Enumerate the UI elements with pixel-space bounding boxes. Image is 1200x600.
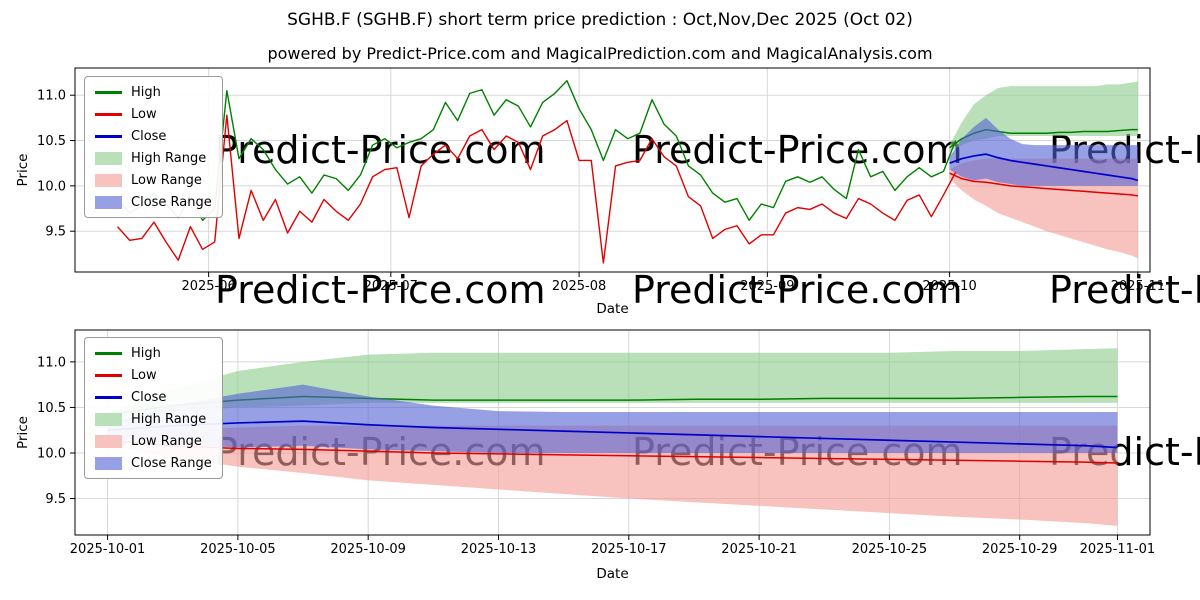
plot-border: [74, 329, 1151, 536]
close-range-swatch: [95, 456, 122, 470]
low-range-swatch: [95, 173, 122, 187]
chart-subtitle: powered by Predict-Price.com and Magical…: [267, 44, 933, 63]
high-swatch: [95, 351, 122, 355]
history-high-line: [116, 79, 957, 222]
legend-label: Low Range: [131, 433, 202, 449]
x-tick-label: 2025-09: [740, 279, 794, 294]
legend-label: Close Range: [131, 455, 212, 471]
y-tick-label: 11.0: [37, 89, 66, 104]
x-tick-label: 2025-10-21: [721, 542, 797, 557]
legend-item-high-range: High Range: [95, 149, 212, 167]
low-swatch: [95, 112, 122, 116]
watermark-text: Predict-Price.com: [215, 128, 546, 172]
legend-item-close-range: Close Range: [95, 193, 212, 211]
low-swatch: [95, 373, 122, 377]
close-swatch: [95, 395, 122, 399]
prediction-close-line: [949, 153, 1139, 182]
close-range-band: [949, 117, 1138, 186]
legend-item-high: High: [95, 83, 212, 101]
legend-label: Close: [131, 128, 167, 144]
legend-label: Low Range: [131, 172, 202, 188]
x-tick-label: 2025-06: [181, 279, 235, 294]
x-tick-label: 2025-08: [552, 279, 606, 294]
legend-item-low-range: Low Range: [95, 171, 212, 189]
axes-price-history-and-prediction: 9.5 10.0 10.5 11.0 2025-06 2025-07 2025-08 2025…: [15, 68, 1165, 317]
x-tick-label: 2025-10-09: [330, 542, 406, 557]
legend-label: Close: [131, 389, 167, 405]
legend-top-chart: High Low Close High Range Low Range Close Ran…: [84, 76, 223, 218]
y-tick-label: 9.5: [45, 492, 66, 507]
chart-title: SGHB.F (SGHB.F) short term price predict…: [287, 10, 913, 30]
x-tick-label: 2025-10-29: [982, 542, 1058, 557]
legend-item-low-range: Low Range: [95, 432, 212, 450]
y-axis-label: Price: [15, 154, 31, 187]
plot-border: [74, 67, 1151, 273]
prediction-close-line: [107, 420, 1118, 449]
x-tick-label: 2025-11-01: [1080, 542, 1156, 557]
x-axis-label: Date: [596, 566, 628, 582]
x-tick-label: 2025-10-01: [70, 542, 146, 557]
legend-item-close-range: Close Range: [95, 454, 212, 472]
legend-item-close: Close: [95, 388, 212, 406]
high-range-swatch: [95, 412, 122, 426]
series-price-history-and-prediction: [116, 79, 1139, 264]
watermark-text: Predict-Price.com: [632, 268, 963, 312]
watermark-text: Predict-Price.com: [632, 128, 963, 172]
legend-label: High: [131, 345, 161, 361]
low-range-swatch: [95, 434, 122, 448]
y-axis-label: Price: [15, 416, 31, 449]
legend-label: High Range: [131, 411, 207, 427]
legend-label: Close Range: [131, 194, 212, 210]
prediction-low-line: [107, 439, 1118, 464]
legend-item-low: Low: [95, 105, 212, 123]
prediction-low-line: [949, 172, 1138, 197]
legend-item-high-range: High Range: [95, 410, 212, 428]
legend-label: Low: [131, 106, 157, 122]
y-tick-label: 10.5: [37, 134, 66, 149]
x-tick-label: 2025-10-25: [852, 542, 928, 557]
x-axis-label: Date: [596, 301, 628, 317]
x-tick-label: 2025-11: [1111, 279, 1165, 294]
history-low-line: [116, 114, 957, 264]
high-range-swatch: [95, 151, 122, 165]
legend-label: High Range: [131, 150, 207, 166]
x-tick-label: 2025-10-05: [200, 542, 276, 557]
x-tick-label: 2025-10-13: [461, 542, 537, 557]
y-tick-label: 10.0: [37, 179, 66, 194]
y-tick-label: 10.0: [37, 447, 66, 462]
x-tick-label: 2025-10: [922, 279, 976, 294]
y-tick-label: 11.0: [37, 355, 66, 370]
x-tick-label: 2025-10-17: [591, 542, 667, 557]
close-swatch: [95, 134, 122, 138]
legend-item-close: Close: [95, 127, 212, 145]
y-tick-label: 9.5: [45, 225, 66, 240]
series-prediction-detail: [107, 348, 1118, 526]
close-range-swatch: [95, 195, 122, 209]
watermark-text: Predict-Price.com: [215, 268, 546, 312]
legend-item-high: High: [95, 344, 212, 362]
legend-item-low: Low: [95, 366, 212, 384]
watermark-text: Predict-Price.com: [1049, 268, 1200, 312]
close-range-band: [107, 384, 1118, 453]
high-swatch: [95, 90, 122, 94]
legend-label: High: [131, 84, 161, 100]
legend-bottom-chart: High Low Close High Range Low Range Close Ran…: [84, 337, 223, 479]
y-tick-label: 10.5: [37, 401, 66, 416]
legend-label: Low: [131, 367, 157, 383]
x-tick-label: 2025-07: [364, 279, 418, 294]
